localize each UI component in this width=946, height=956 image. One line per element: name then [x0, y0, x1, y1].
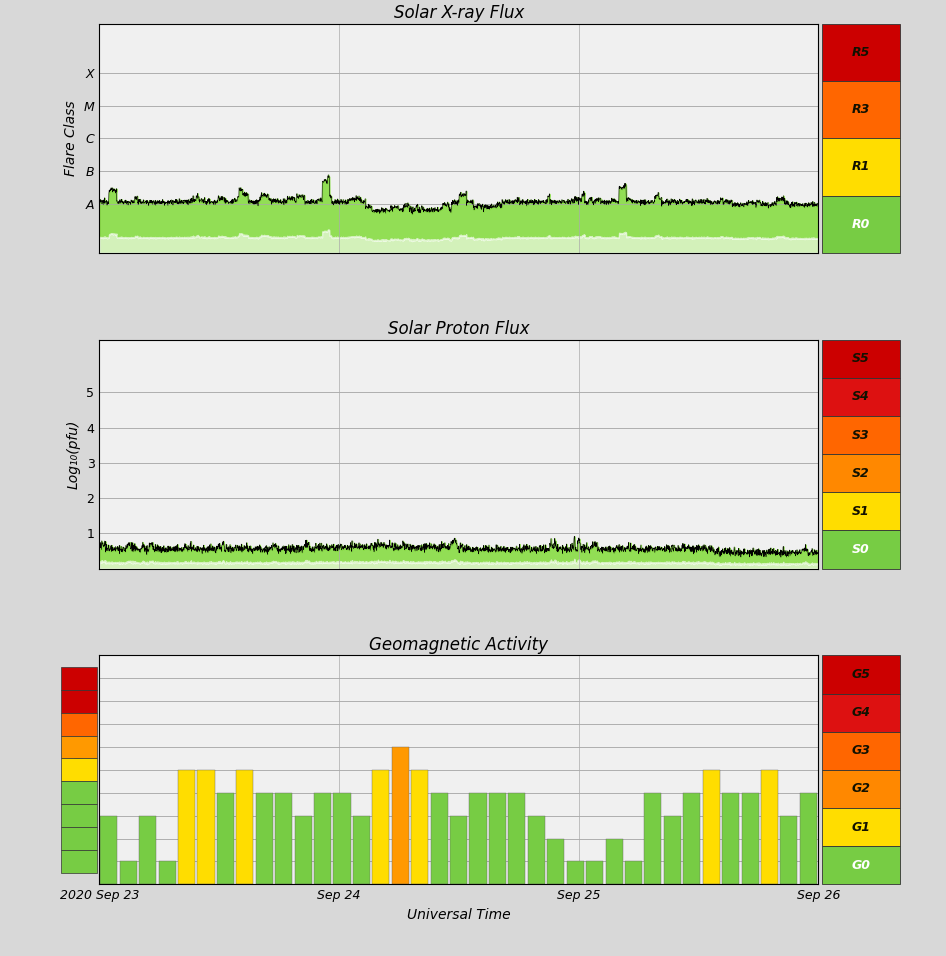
Bar: [469, 793, 486, 884]
Bar: [100, 815, 117, 884]
Bar: [294, 815, 312, 884]
Bar: [489, 793, 506, 884]
Text: G2: G2: [851, 782, 870, 795]
Text: G5: G5: [851, 668, 870, 681]
Text: S4: S4: [852, 390, 869, 403]
Text: 1: 1: [76, 857, 83, 866]
Bar: [683, 793, 700, 884]
X-axis label: Universal Time: Universal Time: [407, 907, 511, 922]
Bar: [567, 861, 584, 884]
Text: S2: S2: [852, 467, 869, 480]
Text: R3: R3: [851, 103, 870, 117]
Bar: [742, 793, 759, 884]
Bar: [508, 793, 525, 884]
Text: 2: 2: [76, 834, 83, 843]
Title: Geomagnetic Activity: Geomagnetic Activity: [369, 636, 549, 654]
Text: G1: G1: [851, 820, 870, 834]
Bar: [373, 770, 390, 884]
Text: 5: 5: [76, 765, 83, 775]
Y-axis label: Flare Class: Flare Class: [64, 100, 79, 176]
Bar: [120, 861, 137, 884]
Bar: [547, 838, 565, 884]
Text: G4: G4: [851, 706, 870, 719]
Text: G3: G3: [851, 745, 870, 757]
Bar: [703, 770, 720, 884]
Bar: [314, 793, 331, 884]
Text: R1: R1: [851, 161, 870, 173]
Title: Solar Proton Flux: Solar Proton Flux: [388, 320, 530, 338]
Text: S1: S1: [852, 505, 869, 518]
Bar: [198, 770, 215, 884]
Text: G0: G0: [851, 858, 870, 872]
Bar: [334, 793, 351, 884]
Text: 7: 7: [76, 719, 83, 729]
Bar: [275, 793, 292, 884]
Bar: [528, 815, 545, 884]
Bar: [430, 793, 447, 884]
Text: 6: 6: [76, 742, 83, 752]
Bar: [722, 793, 739, 884]
Text: R5: R5: [851, 46, 870, 59]
Bar: [178, 770, 195, 884]
Bar: [625, 861, 642, 884]
Y-axis label: Log₁₀(pfu): Log₁₀(pfu): [67, 420, 81, 489]
Bar: [412, 770, 429, 884]
Bar: [353, 815, 370, 884]
Bar: [255, 793, 272, 884]
Bar: [450, 815, 467, 884]
Text: 3: 3: [76, 811, 83, 820]
Bar: [799, 793, 817, 884]
Text: R0: R0: [851, 218, 870, 230]
Bar: [644, 793, 661, 884]
Bar: [587, 861, 604, 884]
Text: 4: 4: [76, 788, 83, 797]
Bar: [159, 861, 176, 884]
Bar: [664, 815, 681, 884]
Title: Solar X-ray Flux: Solar X-ray Flux: [394, 5, 524, 22]
Y-axis label: Kp index: Kp index: [75, 740, 89, 800]
Bar: [761, 770, 778, 884]
Bar: [780, 815, 797, 884]
Bar: [139, 815, 156, 884]
Text: S3: S3: [852, 428, 869, 442]
Text: S5: S5: [852, 352, 869, 365]
Bar: [236, 770, 254, 884]
Text: S0: S0: [852, 543, 869, 556]
Text: 8: 8: [76, 696, 83, 706]
Bar: [392, 747, 409, 884]
Bar: [217, 793, 234, 884]
Bar: [605, 838, 622, 884]
Text: 9: 9: [76, 673, 83, 684]
